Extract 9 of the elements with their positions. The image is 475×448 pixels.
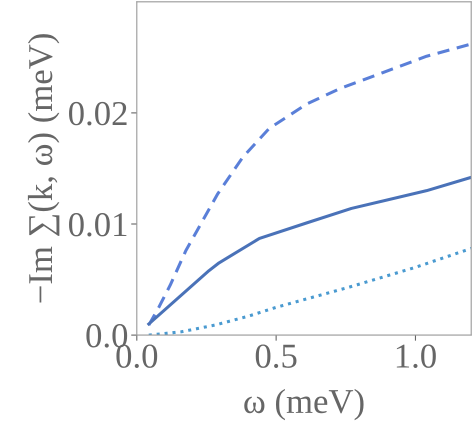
x-axis-title: ω (meV) (244, 388, 364, 420)
y-tick-label: 0.01 (69, 212, 126, 237)
line-series (147, 246, 472, 336)
x-tick-label: 0.5 (256, 344, 296, 368)
line-series (147, 42, 472, 327)
y-axis-title: −Im ∑(k, ω) (meV) (28, 34, 60, 303)
x-tick-label: 1.0 (396, 344, 436, 368)
y-tick-label: 0.02 (69, 102, 127, 126)
line-series (147, 176, 472, 326)
